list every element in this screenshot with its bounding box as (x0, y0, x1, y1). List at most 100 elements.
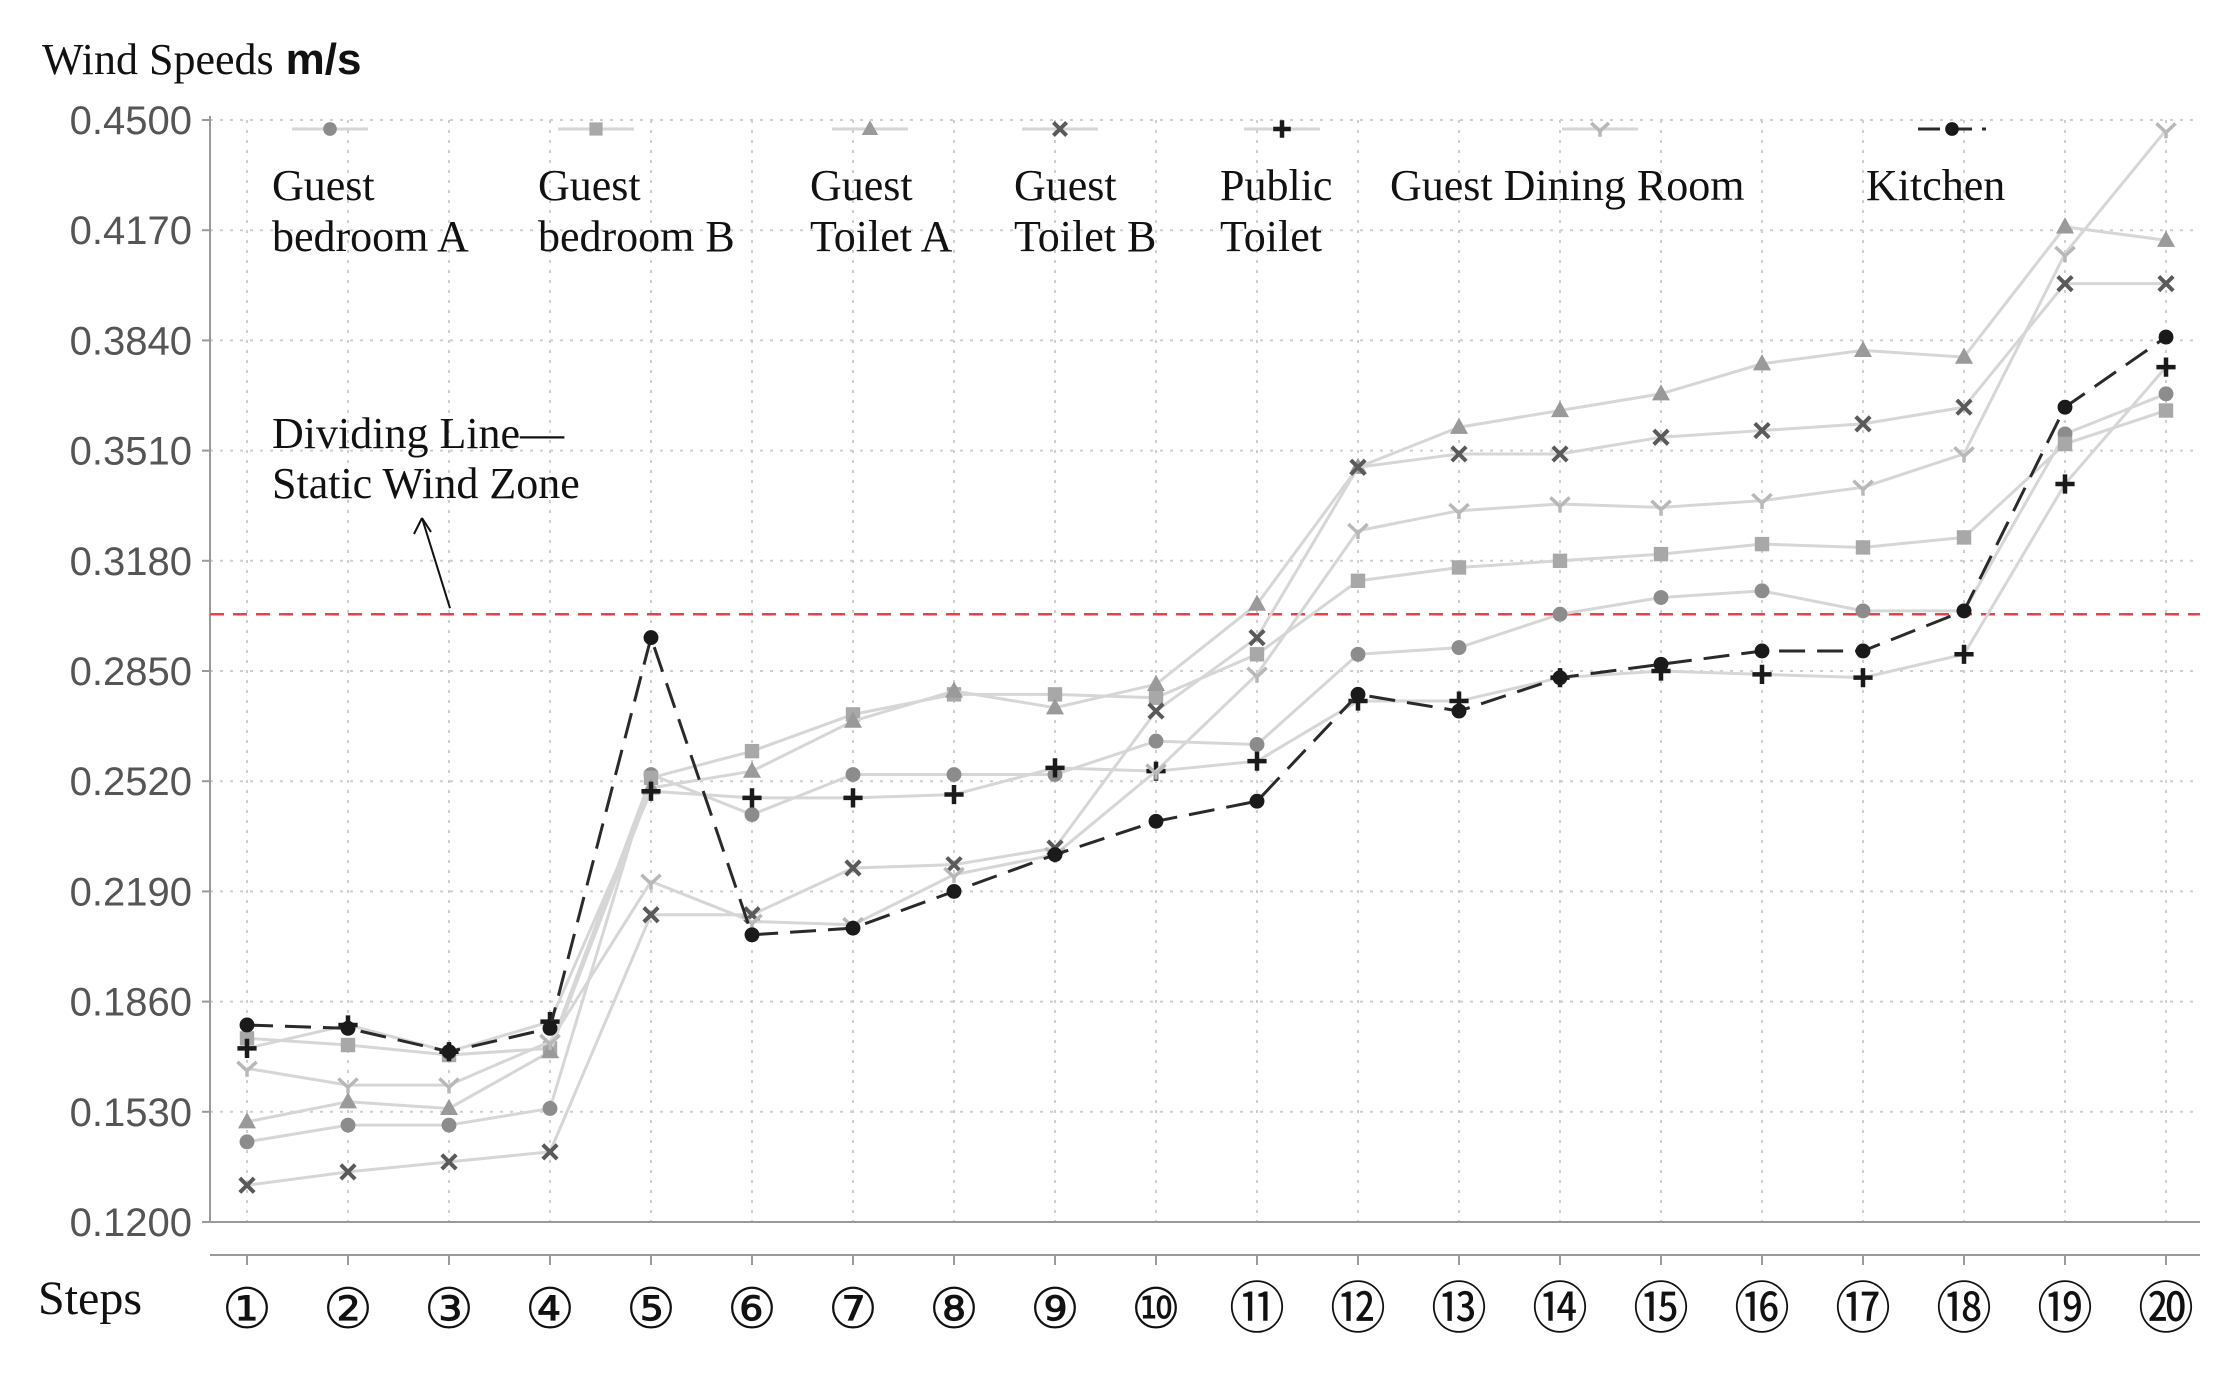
x-tick-label: ② (323, 1279, 373, 1341)
data-point (1652, 428, 1670, 446)
data-point (340, 1037, 356, 1053)
data-point (1753, 354, 1771, 371)
data-point (743, 761, 761, 778)
y-tick-label: 0.4170 (70, 209, 192, 253)
y-tick-label: 0.3840 (70, 319, 192, 363)
legend-label: Guest Dining Room (1390, 161, 1744, 210)
x-tick-label: ⑪ (1229, 1279, 1285, 1341)
legend-key-marker (323, 122, 337, 136)
data-point (440, 1098, 458, 1116)
y-tick-label: 0.2190 (70, 870, 192, 914)
data-point (340, 1020, 356, 1036)
legend-label: Guest (1014, 161, 1117, 210)
data-point (1246, 666, 1268, 683)
data-point (1852, 479, 1874, 496)
series-line (246, 225, 2167, 1124)
annotation-arrow-line (421, 517, 451, 609)
data-point (1451, 640, 1467, 656)
x-tick-label: ⑲ (2037, 1279, 2093, 1341)
legend-key-marker (1590, 121, 1610, 137)
x-tick-label: ⑥ (727, 1279, 777, 1341)
data-point (339, 1092, 357, 1109)
legend-label: Kitchen (1866, 161, 2005, 210)
data-point (845, 920, 861, 936)
legend-label: Toilet A (810, 212, 953, 261)
legend-label: Toilet B (1014, 212, 1156, 261)
series-line (246, 366, 2168, 1054)
data-point (1046, 698, 1064, 715)
data-point (1148, 813, 1164, 829)
data-point (1147, 674, 1165, 691)
data-point (1754, 643, 1770, 659)
data-point (2054, 245, 2076, 262)
y-axis-title: Wind Speeds m/s (42, 35, 361, 84)
annotation: Dividing Line—Static Wind Zone (272, 409, 580, 609)
series-lines (236, 122, 2177, 1194)
data-point (1754, 536, 1770, 552)
data-point (539, 1033, 561, 1051)
data-point (542, 1020, 558, 1036)
data-point (541, 1143, 559, 1161)
data-point (943, 866, 965, 884)
data-point (1752, 664, 1772, 684)
data-point (1145, 763, 1167, 780)
data-point (1652, 384, 1670, 401)
data-point (340, 1117, 356, 1133)
data-point (1249, 647, 1265, 662)
data-point (441, 1044, 457, 1060)
data-point (1855, 603, 1871, 619)
data-point (239, 1031, 255, 1046)
legend-label: Public (1220, 161, 1332, 210)
series-line (246, 392, 2167, 1144)
legend-key-marker (1051, 120, 1069, 138)
data-point (945, 681, 963, 698)
data-point (641, 781, 661, 801)
y-tick-label: 0.3510 (70, 430, 192, 474)
data-point (440, 1153, 458, 1171)
x-tick-label: ⑤ (626, 1279, 676, 1341)
x-tick-label: ⑳ (2138, 1279, 2194, 1341)
data-point (1653, 590, 1669, 605)
data-point (946, 883, 962, 899)
data-point (1855, 643, 1871, 659)
data-point (1450, 445, 1468, 463)
annotation-text: Dividing Line— (272, 409, 565, 458)
x-tick-label: ⑫ (1330, 1279, 1386, 1341)
data-point (1148, 690, 1164, 705)
x-axis-title: Steps (38, 1272, 142, 1325)
legend-key-marker (861, 120, 879, 136)
data-point (1248, 594, 1266, 611)
annotation-text: Static Wind Zone (272, 459, 580, 508)
data-point (1854, 340, 1872, 358)
data-point (339, 1163, 357, 1181)
data-point (1955, 398, 1973, 416)
data-point (2057, 399, 2073, 415)
series-line (246, 282, 2166, 1187)
data-point (1650, 499, 1672, 516)
data-point (2158, 386, 2174, 402)
legend-label: bedroom A (272, 212, 469, 261)
x-tick-label: ③ (424, 1279, 474, 1341)
data-point (1350, 573, 1366, 589)
x-tick-label: ⑨ (1030, 1279, 1080, 1341)
data-point (2155, 122, 2177, 139)
data-point (845, 767, 861, 782)
grid-lines (210, 119, 2200, 1222)
series-kitchen (239, 329, 2174, 1060)
data-point (1953, 446, 1975, 463)
data-point (2056, 217, 2074, 234)
data-point (944, 784, 964, 805)
data-point (1450, 417, 1468, 434)
data-point (744, 807, 760, 823)
data-point (1349, 458, 1367, 476)
data-point (1853, 668, 1873, 688)
data-point (1751, 492, 1773, 510)
data-point (640, 873, 662, 890)
data-point (2157, 275, 2175, 293)
data-point (1249, 737, 1265, 752)
